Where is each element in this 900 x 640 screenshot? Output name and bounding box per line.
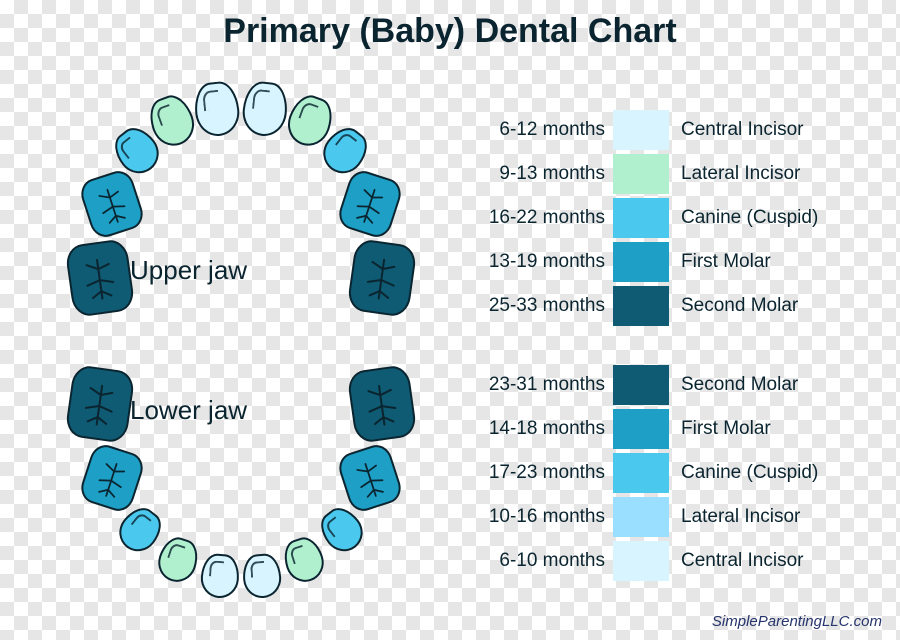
legend_upper-row: 6-12 months Central Incisor (455, 110, 875, 150)
tooth-l-m2-r (346, 364, 417, 444)
tooth-l-ci-r (242, 553, 283, 600)
tooth-l-ci-l (200, 553, 241, 600)
legend-name: Second Molar (669, 374, 798, 396)
legend-name: Canine (Cuspid) (669, 462, 818, 484)
molar-fissure-icon (79, 254, 122, 305)
legend-swatch (613, 154, 669, 194)
legend-swatch (613, 453, 669, 493)
tooth-u-m2-l (64, 238, 135, 318)
chart-title: Primary (Baby) Dental Chart (0, 12, 900, 51)
legend-swatch (613, 242, 669, 282)
legend-months: 6-12 months (455, 119, 613, 141)
molar-fissure-icon (91, 182, 134, 230)
tooth-shine-icon (167, 542, 185, 562)
legend-name: First Molar (669, 418, 771, 440)
legend-name: Canine (Cuspid) (669, 207, 818, 229)
tooth-l-li-l (153, 533, 203, 587)
tooth-u-m1-l (77, 167, 147, 241)
legend_lower-row: 6-10 months Central Incisor (455, 541, 875, 581)
legend-name: First Molar (669, 251, 771, 273)
molar-fissure-icon (349, 456, 392, 504)
legend-lower: 23-31 months Second Molar 14-18 months Firs… (455, 365, 875, 585)
molar-fissure-icon (78, 380, 121, 431)
lower-jaw-label: Lower jaw (130, 395, 247, 426)
dental-arch (35, 70, 415, 610)
molar-fissure-icon (361, 380, 404, 431)
legend-months: 25-33 months (455, 295, 613, 317)
tooth-shine-icon (289, 545, 307, 565)
legend-months: 14-18 months (455, 418, 613, 440)
tooth-u-m2-r (346, 238, 417, 318)
legend-name: Central Incisor (669, 119, 804, 141)
legend-name: Second Molar (669, 295, 798, 317)
tooth-shine-icon (131, 511, 152, 532)
legend_upper-row: 16-22 months Canine (Cuspid) (455, 198, 875, 238)
legend_lower-row: 23-31 months Second Molar (455, 365, 875, 405)
legend-months: 16-22 months (455, 207, 613, 229)
legend-name: Central Incisor (669, 550, 804, 572)
legend-swatch (613, 409, 669, 449)
tooth-shine-icon (118, 137, 140, 159)
legend-months: 6-10 months (455, 550, 613, 572)
legend-months: 9-13 months (455, 163, 613, 185)
tooth-u-ci-l (192, 80, 241, 138)
source-credit: SimpleParentingLLC.com (712, 613, 882, 630)
tooth-shine-icon (202, 90, 220, 111)
molar-fissure-icon (90, 456, 133, 504)
tooth-l-li-r (279, 533, 329, 587)
tooth-shine-icon (252, 89, 270, 110)
molar-fissure-icon (348, 182, 391, 230)
legend-swatch (613, 497, 669, 537)
tooth-shine-icon (324, 516, 345, 537)
legend_upper-row: 9-13 months Lateral Incisor (455, 154, 875, 194)
tooth-shine-icon (250, 561, 265, 578)
tooth-l-m1-r (335, 441, 405, 515)
legend-swatch (613, 286, 669, 326)
legend-name: Lateral Incisor (669, 506, 800, 528)
tooth-shine-icon (209, 560, 224, 577)
upper-jaw-label: Upper jaw (130, 255, 247, 286)
tooth-u-m1-r (335, 167, 405, 241)
tooth-shine-icon (298, 100, 319, 122)
legend-months: 23-31 months (455, 374, 613, 396)
legend-swatch (613, 198, 669, 238)
legend_lower-row: 10-16 months Lateral Incisor (455, 497, 875, 537)
legend-name: Lateral Incisor (669, 163, 800, 185)
legend-swatch (613, 365, 669, 405)
legend_upper-row: 13-19 months First Molar (455, 242, 875, 282)
legend_upper-row: 25-33 months Second Molar (455, 286, 875, 326)
molar-fissure-icon (360, 254, 403, 305)
tooth-shine-icon (335, 131, 357, 153)
tooth-l-m2-l (64, 364, 135, 444)
legend_lower-row: 17-23 months Canine (Cuspid) (455, 453, 875, 493)
tooth-shine-icon (155, 104, 176, 126)
legend-swatch (613, 541, 669, 581)
legend-upper: 6-12 months Central Incisor 9-13 months Lat… (455, 110, 875, 330)
legend-swatch (613, 110, 669, 150)
tooth-l-m1-l (77, 441, 147, 515)
legend_lower-row: 14-18 months First Molar (455, 409, 875, 449)
legend-months: 13-19 months (455, 251, 613, 273)
legend-months: 10-16 months (455, 506, 613, 528)
legend-months: 17-23 months (455, 462, 613, 484)
tooth-u-ci-r (240, 80, 289, 138)
